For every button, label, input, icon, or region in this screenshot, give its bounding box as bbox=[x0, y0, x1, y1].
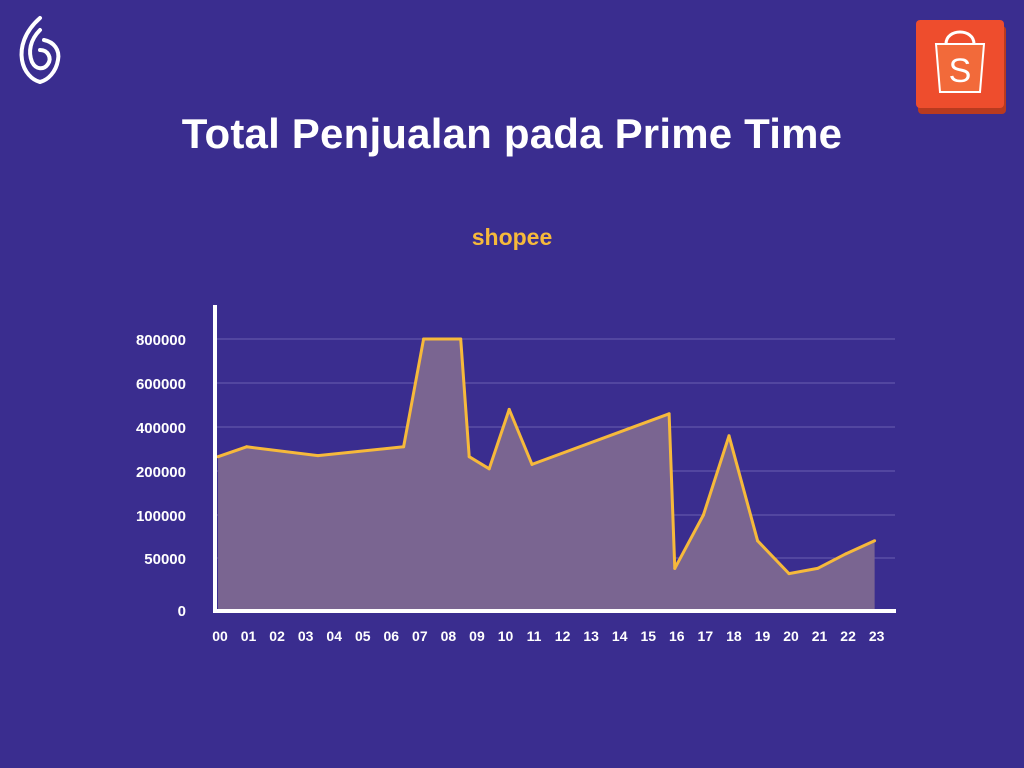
data-point bbox=[667, 412, 671, 416]
data-point bbox=[216, 455, 220, 459]
chart-title: shopee bbox=[471, 224, 553, 250]
data-point bbox=[316, 454, 320, 458]
data-point bbox=[459, 337, 463, 341]
y-tick-label: 600000 bbox=[136, 376, 186, 393]
y-tick-label: 200000 bbox=[136, 464, 186, 481]
page-title: Total Penjualan pada Prime Time bbox=[181, 110, 843, 157]
data-point bbox=[787, 572, 791, 576]
x-tick-label: 13 bbox=[583, 628, 599, 644]
data-point bbox=[507, 407, 511, 411]
x-tick-label: 14 bbox=[612, 628, 628, 644]
series-area bbox=[218, 339, 875, 610]
y-tick-label: 0 bbox=[178, 603, 186, 620]
x-tick-label: 21 bbox=[812, 628, 828, 644]
data-point bbox=[673, 566, 677, 570]
data-point bbox=[245, 445, 249, 449]
data-point bbox=[701, 513, 705, 517]
y-tick-label: 50000 bbox=[144, 551, 186, 568]
x-tick-label: 07 bbox=[412, 628, 428, 644]
x-tick-label: 18 bbox=[726, 628, 742, 644]
x-tick-label: 16 bbox=[669, 628, 685, 644]
data-point bbox=[402, 445, 406, 449]
data-point bbox=[727, 434, 731, 438]
shopee-letter: S bbox=[949, 52, 972, 90]
x-tick-label: 02 bbox=[269, 628, 285, 644]
leaf-logo-icon bbox=[19, 16, 61, 85]
x-tick-label: 06 bbox=[384, 628, 400, 644]
data-point bbox=[844, 552, 848, 556]
x-tick-label: 01 bbox=[241, 628, 257, 644]
x-tick-label: 05 bbox=[355, 628, 371, 644]
x-tick-label: 17 bbox=[698, 628, 714, 644]
data-point bbox=[816, 566, 820, 570]
x-tick-label: 12 bbox=[555, 628, 571, 644]
y-tick-label: 400000 bbox=[136, 420, 186, 437]
x-tick-label: 08 bbox=[441, 628, 457, 644]
x-tick-label: 09 bbox=[469, 628, 485, 644]
shopee-bag-icon: S bbox=[916, 20, 1006, 114]
y-tick-label: 800000 bbox=[136, 332, 186, 349]
x-tick-label: 11 bbox=[527, 628, 542, 644]
data-point bbox=[530, 462, 534, 466]
x-tick-label: 00 bbox=[212, 628, 228, 644]
data-point bbox=[467, 455, 471, 459]
y-tick-label: 100000 bbox=[136, 508, 186, 525]
x-tick-label: 03 bbox=[298, 628, 314, 644]
x-tick-label: 20 bbox=[783, 628, 799, 644]
x-tick-label: 10 bbox=[498, 628, 514, 644]
data-point bbox=[487, 467, 491, 471]
area-chart: 0 50000 100000 200000 400000 600000 800000 00 01… bbox=[136, 305, 896, 644]
x-tick-label: 15 bbox=[640, 628, 656, 644]
data-point bbox=[422, 337, 426, 341]
data-point bbox=[873, 539, 877, 543]
x-tick-label: 04 bbox=[326, 628, 342, 644]
data-point bbox=[756, 539, 760, 543]
x-tick-label: 23 bbox=[869, 628, 885, 644]
x-tick-label: 22 bbox=[840, 628, 856, 644]
x-tick-label: 19 bbox=[755, 628, 771, 644]
